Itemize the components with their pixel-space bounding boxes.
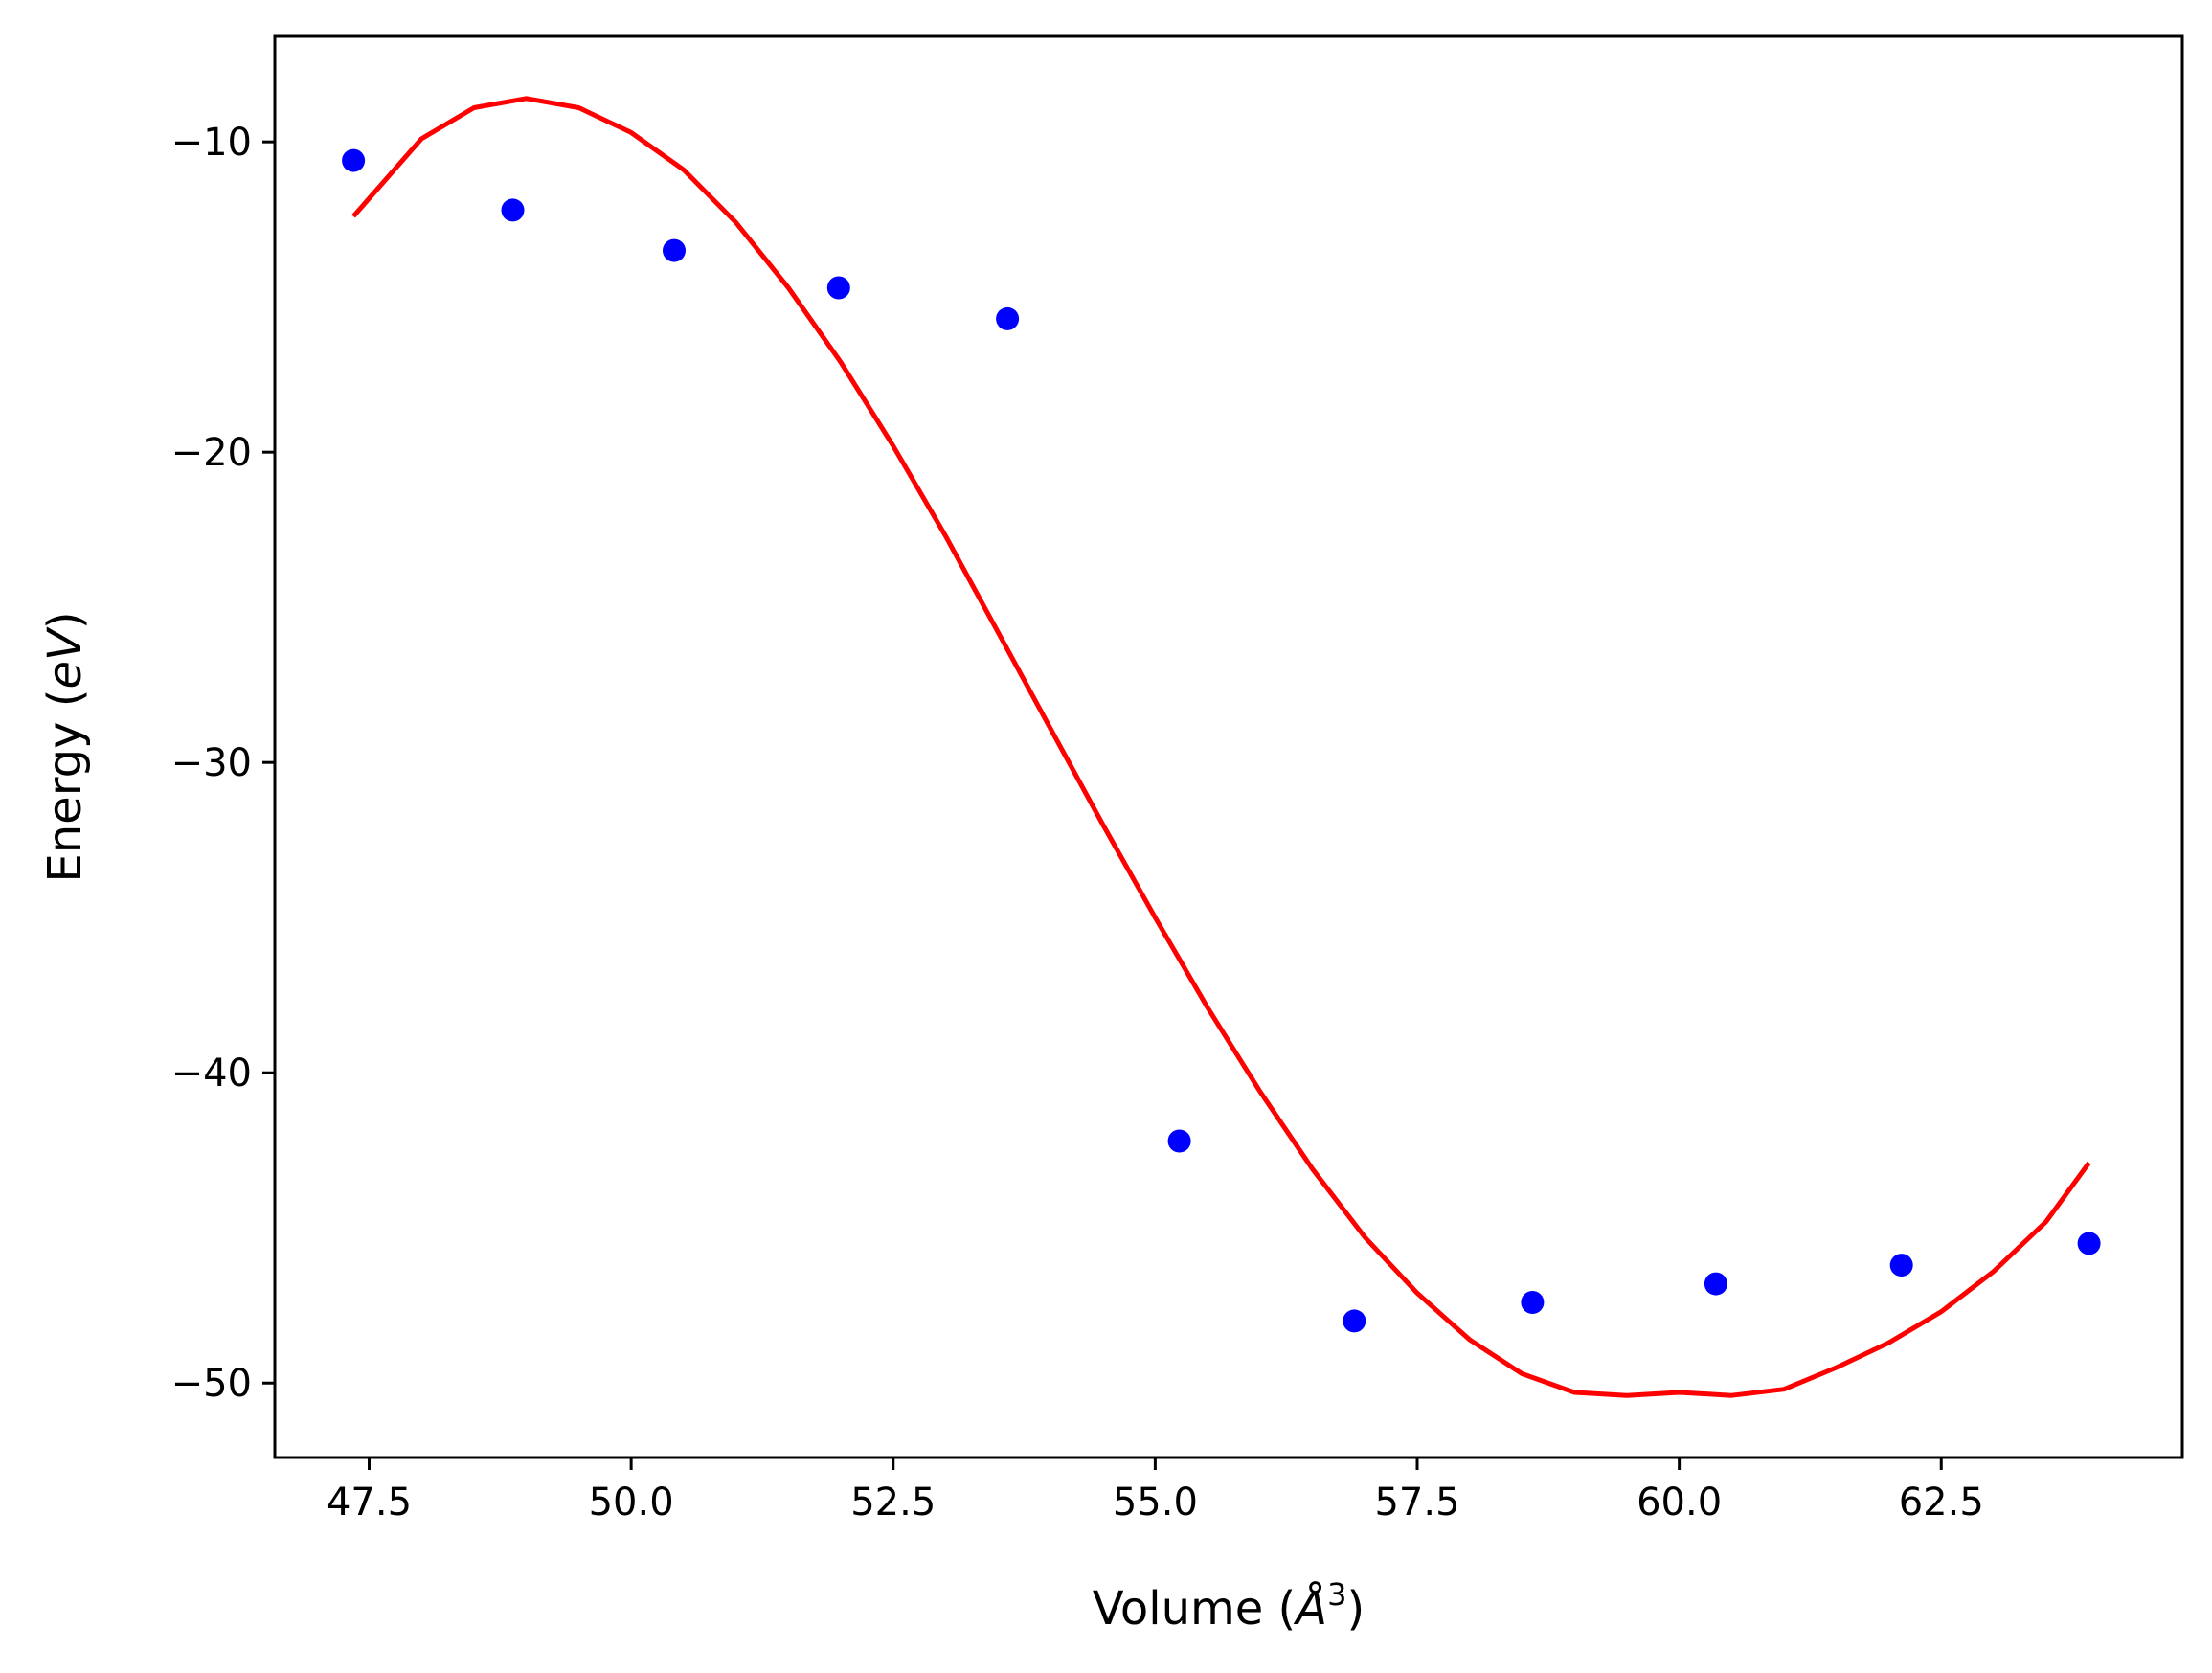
data-points-layer: [342, 148, 2101, 1333]
data-point: [1343, 1309, 1366, 1333]
data-point: [501, 198, 525, 222]
y-axis-unit: eV: [38, 626, 92, 690]
x-tick-label: 50.0: [589, 1481, 674, 1525]
data-point: [342, 148, 366, 172]
x-axis-label: Volume (Å3): [1093, 1576, 1365, 1636]
y-tick-label: −30: [171, 741, 252, 785]
y-axis-label-text: Energy: [38, 722, 92, 883]
y-tick-label: −10: [171, 121, 252, 165]
data-point: [996, 306, 1020, 330]
data-point: [1521, 1291, 1545, 1314]
y-tick-label: −40: [171, 1051, 252, 1096]
x-axis-ticks: 47.5 50.0 52.5 55.0 57.5 60.0 62.5: [327, 1458, 1984, 1525]
x-tick-label: 55.0: [1113, 1481, 1198, 1525]
x-tick-label: 62.5: [1899, 1481, 1984, 1525]
x-tick-label: 52.5: [850, 1481, 936, 1525]
fit-curve: [351, 96, 2091, 1398]
x-tick-label: 47.5: [327, 1481, 412, 1525]
x-tick-label: 57.5: [1374, 1481, 1459, 1525]
y-tick-label: −50: [171, 1362, 252, 1406]
y-axis-label: Energy (eV): [38, 611, 92, 882]
x-tick-label: 60.0: [1636, 1481, 1722, 1525]
x-axis-unit: Å: [1293, 1581, 1327, 1636]
data-point: [663, 238, 686, 262]
x-axis-unit-exponent: 3: [1327, 1576, 1346, 1613]
data-point: [1704, 1272, 1727, 1296]
data-point: [826, 276, 850, 300]
data-point: [1167, 1129, 1191, 1153]
plot-frame: [273, 34, 2184, 1459]
y-axis-ticks: −10 −20 −30 −40 −50: [171, 121, 275, 1406]
data-point: [1889, 1254, 1913, 1277]
x-axis-label-text: Volume: [1093, 1582, 1264, 1636]
y-tick-label: −20: [171, 431, 252, 475]
fit-curve-layer: [351, 96, 2091, 1398]
data-point: [2077, 1232, 2101, 1255]
